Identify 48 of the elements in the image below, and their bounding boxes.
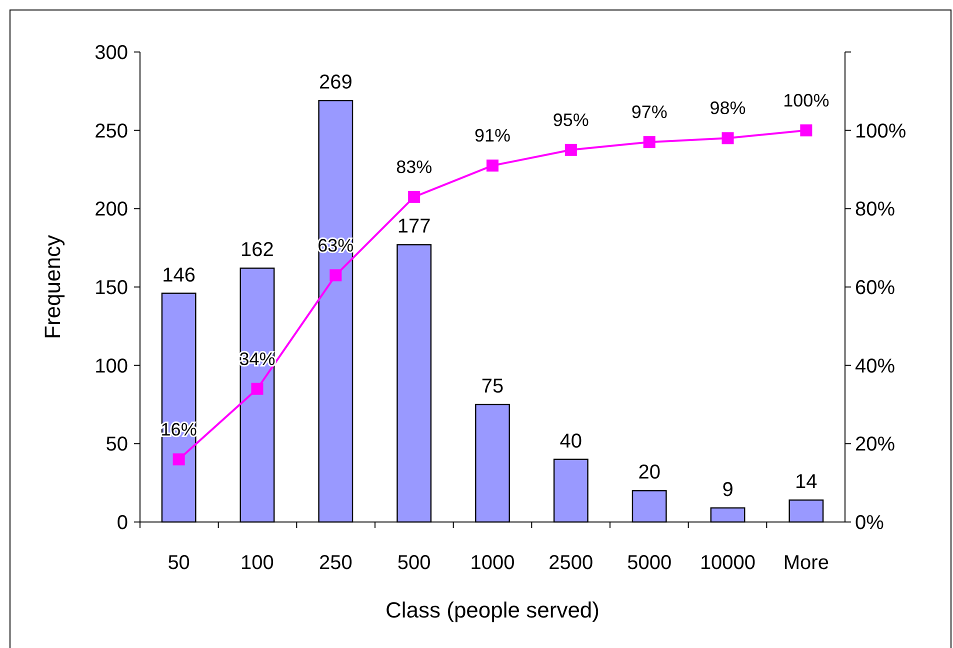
data-label: 40 <box>560 430 582 452</box>
x-tick-label: 100 <box>240 552 274 574</box>
x-tick-label: 500 <box>397 552 431 574</box>
y-tick-label: 150 <box>94 277 128 299</box>
y2-tick-label: 60% <box>855 277 896 299</box>
data-label: 146 <box>162 264 196 286</box>
x-tick-label: 50 <box>168 552 190 574</box>
y-tick-label: 250 <box>94 120 128 142</box>
y2-tick-label: 80% <box>855 198 896 221</box>
y-tick-label: 0 <box>116 512 128 534</box>
y2-tick-label: 0% <box>855 512 884 534</box>
data-label: 269 <box>318 72 352 94</box>
point <box>486 160 498 172</box>
data-label: 14 <box>795 471 818 494</box>
data-label: 91% <box>474 126 511 146</box>
y-tick-label: 300 <box>94 42 128 64</box>
data-label: 95% <box>552 110 589 130</box>
y2-tick-label: 20% <box>855 434 896 456</box>
data-label: 75 <box>481 376 504 398</box>
x-tick-label: 250 <box>318 552 352 574</box>
y2-tick-label: 100% <box>855 120 906 142</box>
data-label: 97% <box>631 102 668 122</box>
x-tick-label: 5000 <box>627 552 672 574</box>
data-label: 100% <box>783 90 830 110</box>
x-tick-label: More <box>783 552 829 574</box>
point <box>564 144 577 156</box>
x-tick-label: 10000 <box>700 552 756 574</box>
point <box>408 190 420 203</box>
point <box>251 382 264 395</box>
point <box>172 453 185 466</box>
y2-tick-label: 40% <box>855 355 896 378</box>
data-label: 98% <box>710 98 746 118</box>
point <box>330 269 342 282</box>
y-tick-label: 200 <box>94 198 128 221</box>
data-label: 20 <box>638 462 660 484</box>
x-axis-title: Class (people served) <box>386 598 600 623</box>
x-tick-label: 1000 <box>470 552 515 574</box>
point <box>800 124 812 136</box>
data-label: 162 <box>240 239 274 262</box>
y-axis-title: Frequency <box>40 235 65 339</box>
x-tick-label: 2500 <box>548 552 594 574</box>
y-tick-label: 100 <box>94 355 128 378</box>
data-label: 83% <box>396 156 432 177</box>
point <box>643 136 656 148</box>
y-tick-label: 50 <box>106 434 128 456</box>
point <box>722 132 734 144</box>
data-label: 9 <box>722 478 734 501</box>
data-label: 177 <box>397 216 431 238</box>
